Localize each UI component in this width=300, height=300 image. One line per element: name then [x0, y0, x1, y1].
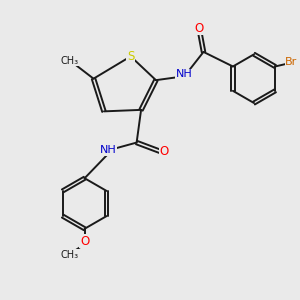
Text: CH₃: CH₃ — [61, 250, 79, 260]
Text: O: O — [80, 235, 89, 248]
Text: CH₃: CH₃ — [61, 56, 79, 66]
Text: S: S — [127, 50, 134, 63]
Text: Br: Br — [285, 57, 298, 67]
Text: O: O — [194, 22, 204, 34]
Text: NH: NH — [176, 69, 193, 79]
Text: NH: NH — [100, 145, 117, 155]
Text: O: O — [159, 145, 169, 158]
